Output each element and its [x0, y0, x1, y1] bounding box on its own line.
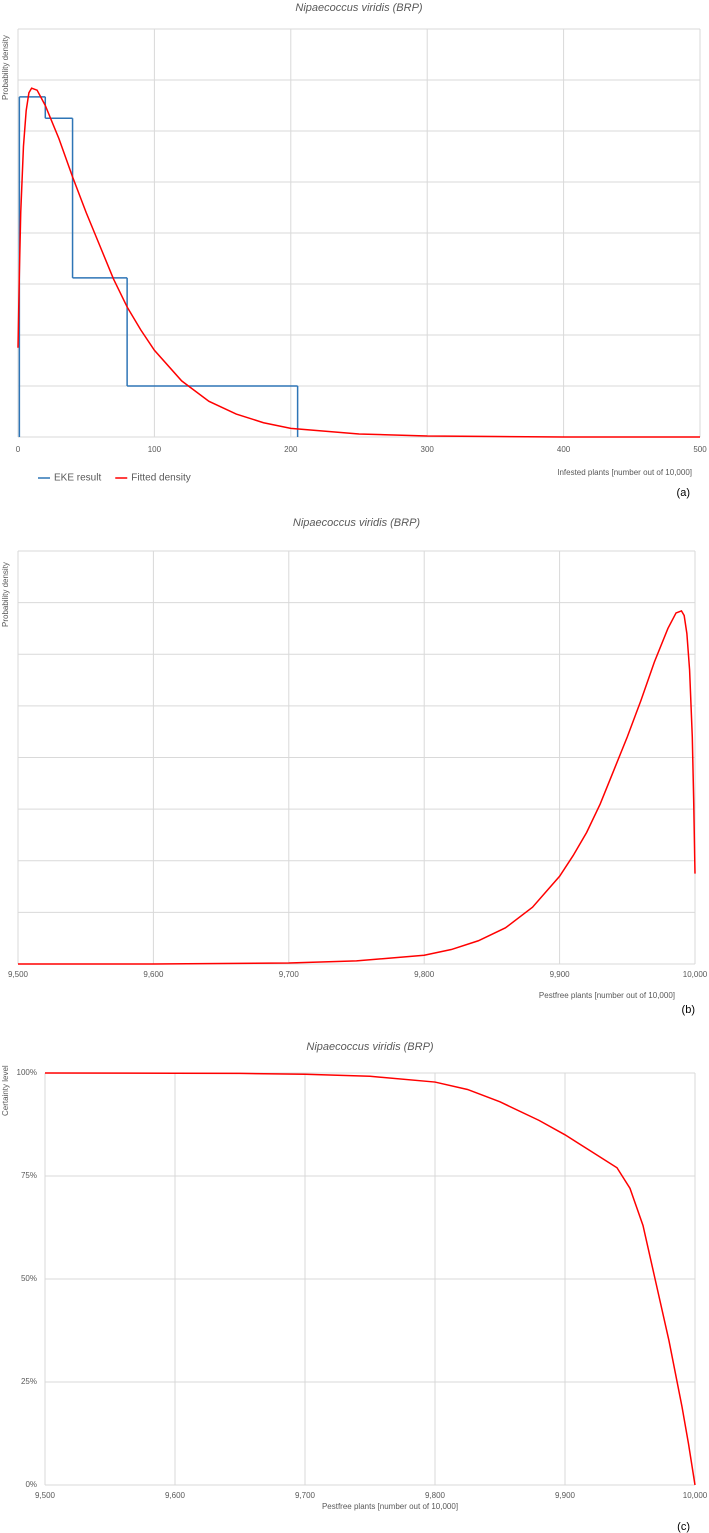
- y-axis-label: Probability density: [1, 562, 10, 627]
- chart-title: Nipaecoccus viridis (BRP): [306, 1041, 433, 1053]
- y-tick-label: 0%: [25, 1480, 37, 1489]
- panel-label: (c): [677, 1521, 690, 1533]
- x-axis-label: Pestfree plants [number out of 10,000]: [322, 1502, 458, 1511]
- x-tick-label: 500: [693, 445, 707, 454]
- x-tick-label: 9,700: [279, 970, 300, 979]
- x-tick-label: 9,500: [35, 1491, 56, 1500]
- x-tick-label: 9,600: [165, 1491, 186, 1500]
- x-tick-label: 200: [284, 445, 298, 454]
- density-line: [18, 609, 696, 965]
- x-tick-label: 10,000: [683, 970, 708, 979]
- x-tick-label: 0: [16, 445, 21, 454]
- x-tick-label: 100: [148, 445, 162, 454]
- x-tick-label: 10,000: [683, 1491, 708, 1500]
- x-tick-label: 9,900: [555, 1491, 576, 1500]
- legend-label: Fitted density: [131, 473, 190, 484]
- y-axis-label: Certainty level: [1, 1065, 10, 1116]
- y-tick-label: 75%: [21, 1171, 37, 1180]
- x-tick-label: 9,900: [550, 970, 571, 979]
- x-tick-label: 9,700: [295, 1491, 316, 1500]
- chart-title: Nipaecoccus viridis (BRP): [295, 2, 422, 14]
- x-axis-label: Infested plants [number out of 10,000]: [557, 468, 692, 477]
- x-tick-label: 9,800: [414, 970, 435, 979]
- x-axis-label: Pestfree plants [number out of 10,000]: [539, 991, 675, 1000]
- x-tick-label: 400: [557, 445, 571, 454]
- panel-label: (a): [677, 487, 690, 499]
- chart-title: Nipaecoccus viridis (BRP): [293, 517, 420, 529]
- x-tick-label: 300: [421, 445, 435, 454]
- density-line: [44, 1072, 696, 1486]
- density-line: [17, 87, 700, 438]
- x-tick-label: 9,500: [8, 970, 29, 979]
- x-tick-label: 9,600: [143, 970, 164, 979]
- y-tick-label: 50%: [21, 1274, 37, 1283]
- x-tick-label: 9,800: [425, 1491, 446, 1500]
- legend-label: EKE result: [54, 473, 101, 484]
- y-axis-label: Probability density: [1, 35, 10, 100]
- y-tick-label: 100%: [17, 1068, 37, 1077]
- y-tick-label: 25%: [21, 1377, 37, 1386]
- panel-label: (b): [682, 1004, 695, 1016]
